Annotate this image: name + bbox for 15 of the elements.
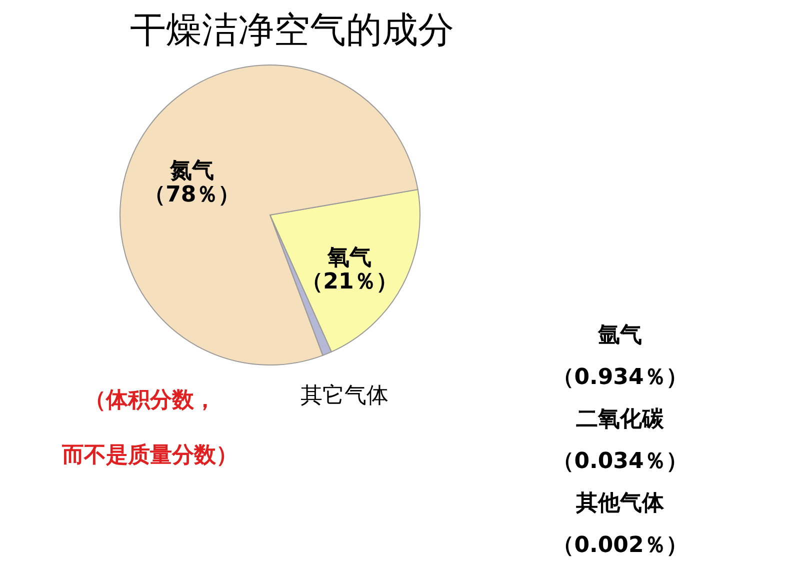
text: 而不是质量分数） (61, 443, 238, 468)
text: 氩气 (597, 323, 642, 348)
slice-label: 氧气 (326, 245, 372, 270)
chart-title: 干燥洁净空气的成分 (130, 10, 454, 51)
text: （0.002％） (552, 533, 688, 558)
text: （0.034％） (552, 449, 688, 474)
text: （体积分数， (84, 388, 216, 413)
pie-slice (120, 64, 418, 366)
data-label: （78％） (144, 182, 240, 208)
text: 二氧化碳 (576, 407, 665, 432)
slice-label: 其它气体 (300, 383, 388, 408)
text: 其他气体 (575, 491, 665, 516)
text: （0.934％） (552, 365, 688, 390)
slice-label: 氮气 (168, 158, 214, 184)
data-label: （21％） (301, 269, 398, 294)
